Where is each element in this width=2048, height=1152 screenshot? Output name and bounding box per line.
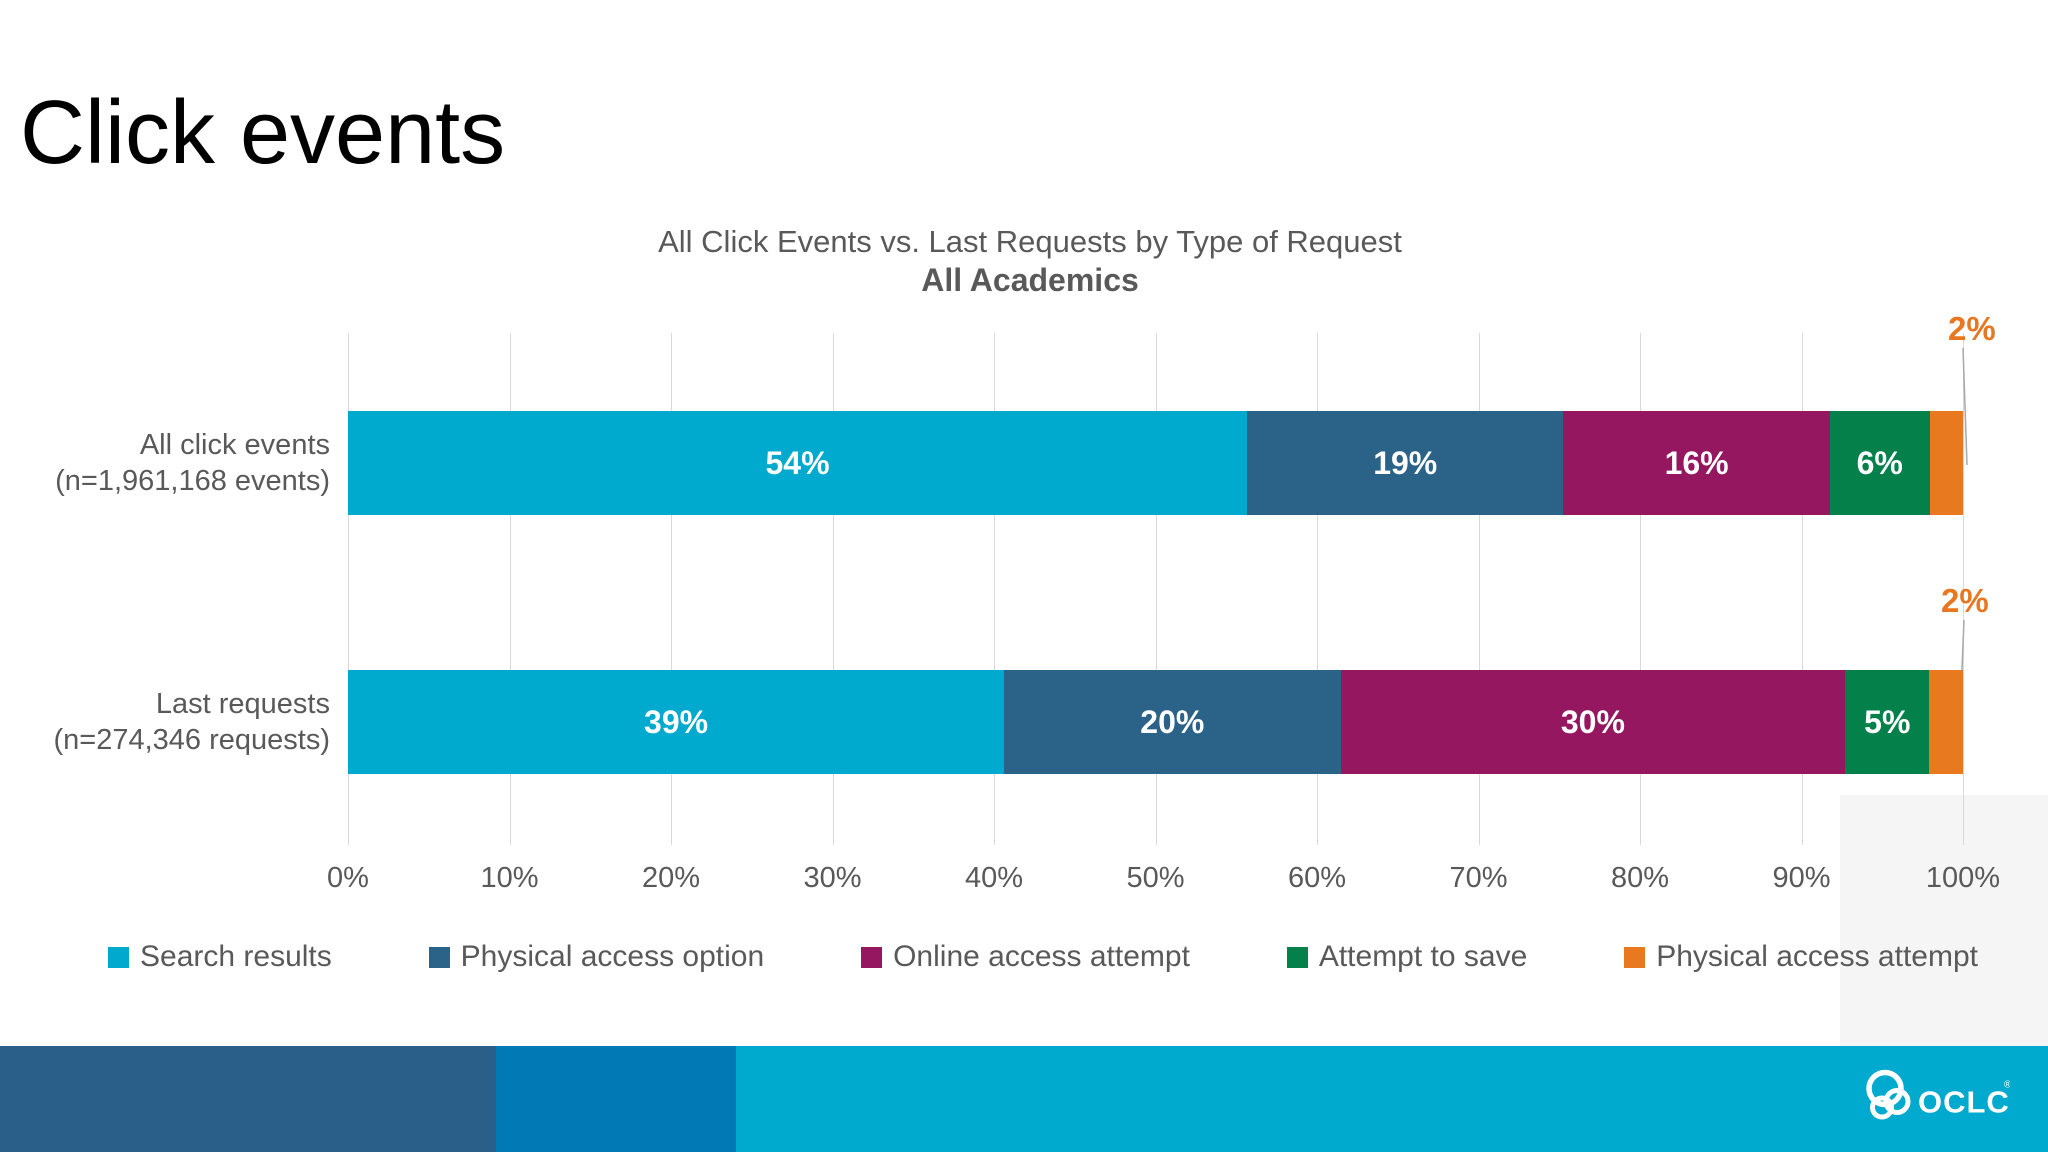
segment-search-results: 54% [348, 411, 1248, 515]
plot-area: 54% 19% 16% 6% 39% 20% 30% 5% [348, 333, 1964, 845]
gridline [832, 333, 834, 845]
segment-value-label: 54% [765, 444, 830, 481]
legend-item-attempt-to-save: Attempt to save [1286, 940, 1528, 974]
segment-physical-access-attempt [1929, 411, 1963, 515]
x-axis-tick-label: 60% [1287, 862, 1347, 894]
category-line2: (n=274,346 requests) [53, 724, 331, 756]
segment-physical-access-option: 19% [1247, 411, 1564, 515]
x-axis-tick-label: 20% [641, 862, 701, 894]
chart-subtitle: All Academics [921, 262, 1139, 298]
oclc-logo-graphic: OCLC ® [1866, 1069, 2012, 1120]
legend-item-physical-access-attempt: Physical access attempt [1624, 940, 1978, 974]
segment-physical-access-attempt [1929, 670, 1963, 774]
callout-label-bottom: 2% [1941, 582, 1989, 619]
bar-all-click-events: 54% 19% 16% 6% [348, 411, 1963, 515]
bar-last-requests: 39% 20% 30% 5% [348, 670, 1963, 774]
legend-item-physical-access-option: Physical access option [428, 940, 765, 974]
background-artifact-strip [1840, 795, 2048, 1046]
x-axis-tick-label: 90% [1772, 862, 1831, 894]
gridline [1478, 333, 1480, 845]
legend: Search results Physical access option Onli… [108, 940, 1978, 974]
legend-label: Online access attempt [893, 940, 1190, 973]
legend-item-online-access-attempt: Online access attempt [861, 940, 1190, 974]
chart-title: All Click Events vs. Last Requests by Ty… [658, 224, 1402, 259]
segment-value-label: 5% [1864, 703, 1911, 740]
segment-online-access-attempt: 30% [1340, 670, 1846, 774]
gridline [1801, 333, 1803, 845]
x-axis-tick-label: 0% [327, 862, 369, 894]
gridline [1317, 333, 1318, 845]
segment-value-label: 30% [1560, 703, 1625, 740]
segment-value-label: 20% [1140, 703, 1205, 740]
category-line1: Last requests [155, 687, 330, 720]
x-axis-tick-label: 80% [1610, 862, 1670, 894]
slide-title: Click events [20, 83, 506, 183]
category-label-last-requests: Last requests (n=274,346 requests) [20, 670, 331, 774]
x-axis-tick-label: 50% [1126, 862, 1185, 894]
gridline [994, 333, 995, 845]
category-line1: All click events [139, 428, 330, 461]
segment-value-label: 39% [644, 703, 709, 740]
legend-label: Physical access attempt [1656, 940, 1978, 973]
registered-mark: ® [2004, 1080, 2010, 1091]
segment-attempt-to-save: 5% [1845, 670, 1930, 774]
segment-search-results: 39% [348, 670, 1005, 774]
gridline [671, 333, 672, 845]
gridline [1963, 333, 1964, 845]
x-axis: 0% 10% 20% 30% 40% 50% 60% 70% 80% 90% 100% [327, 862, 2000, 902]
legend-swatch [1624, 946, 1646, 968]
legend-swatch [1286, 946, 1308, 968]
oclc-logo: OCLC ® [1858, 1069, 2012, 1129]
legend-label: Physical access option [460, 940, 765, 973]
x-axis-tick-label: 40% [964, 862, 1024, 894]
legend-label: Attempt to save [1318, 940, 1528, 973]
legend-swatch [108, 946, 129, 968]
oclc-wordmark: OCLC [1918, 1085, 2010, 1120]
footer-block-dark-blue [0, 1046, 496, 1152]
category-line2: (n=1,961,168 events) [55, 465, 330, 497]
segment-value-label: 6% [1856, 444, 1903, 481]
legend-label: Search results [140, 940, 332, 973]
gridline [509, 333, 511, 845]
category-label-all-click-events: All click events (n=1,961,168 events) [20, 411, 330, 515]
callout-label-top: 2% [1948, 310, 1996, 347]
footer-block-cyan [736, 1046, 2048, 1152]
gridline [1155, 333, 1157, 845]
x-axis-tick-label: 30% [803, 862, 862, 894]
x-axis-tick-label: 10% [480, 862, 539, 894]
legend-swatch [861, 946, 883, 968]
segment-value-label: 16% [1664, 444, 1729, 481]
x-axis-tick-label: 100% [1925, 862, 2001, 894]
segment-attempt-to-save: 6% [1829, 411, 1930, 515]
x-axis-tick-label: 70% [1449, 862, 1508, 894]
footer-block-medium-blue [496, 1046, 736, 1152]
oclc-logo-circles [1866, 1069, 1911, 1120]
segment-value-label: 19% [1373, 444, 1438, 481]
segment-physical-access-option: 20% [1004, 670, 1341, 774]
legend-swatch [428, 946, 450, 968]
gridline [1640, 333, 1641, 845]
footer-band: OCLC ® [0, 1046, 2048, 1152]
segment-online-access-attempt: 16% [1563, 411, 1830, 515]
gridline [348, 333, 349, 845]
legend-item-search-results: Search results [108, 940, 332, 974]
